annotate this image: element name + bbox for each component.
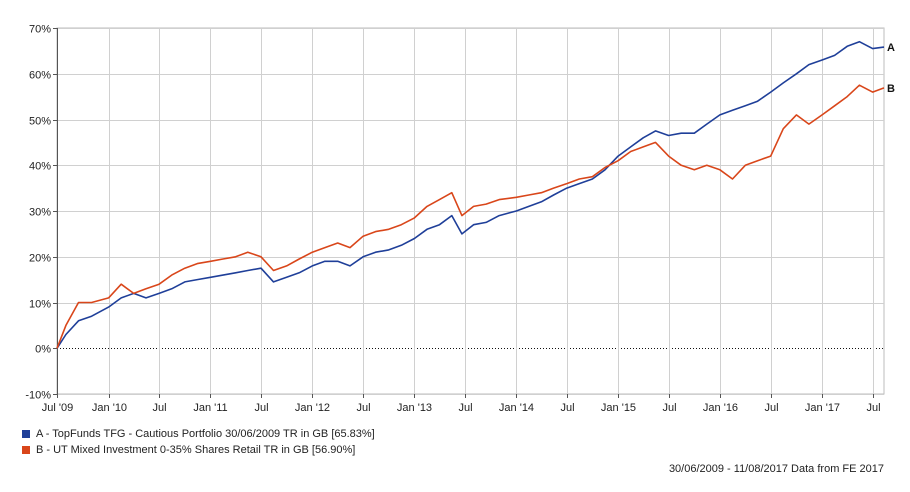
x-tick-label: Jan '15 [601,402,636,414]
x-tick-label: Jul [356,402,370,414]
x-tick-label: Jan '17 [805,402,840,414]
x-tick-label: Jan '11 [193,402,227,414]
y-tick-label: 50% [29,116,51,128]
y-tick-label: 20% [29,253,51,265]
series-end-labels: AB [887,42,895,95]
x-tick-label: Jul [764,402,778,414]
x-tick-label: Jul '09 [42,402,73,414]
y-tick-label: 30% [29,207,51,219]
x-tick-label: Jan '13 [397,402,432,414]
x-tick-label: Jan '12 [295,402,330,414]
legend-swatch-b [22,446,30,454]
x-tick-label: Jul [662,402,676,414]
series-line-b [56,84,885,349]
chart-grid [56,27,885,395]
x-tick-label: Jan '14 [499,402,534,414]
legend-label-b: B - UT Mixed Investment 0-35% Shares Ret… [36,444,356,456]
legend-swatch-a [22,430,30,438]
y-tick-label: 60% [29,70,51,82]
x-tick-label: Jul [254,402,268,414]
legend-item-a: A - TopFunds TFG - Cautious Portfolio 30… [22,426,375,442]
chart-series [56,40,885,349]
x-tick-label: Jul [152,402,166,414]
y-tick-label: -10% [25,390,51,402]
x-tick-label: Jul [866,402,880,414]
x-tick-label: Jan '16 [703,402,738,414]
x-tick-label: Jul [458,402,472,414]
x-tick-label: Jul [560,402,574,414]
x-axis: Jul '09 Jan '10 Jul Jan '11 Jul Jan '12 Jul Jan… [42,394,881,414]
y-tick-label: 40% [29,161,51,173]
line-chart: -10% 0% 10% 20% 30% 40% 50% 60% 70% Jul '09 Jan '… [25,24,895,415]
y-axis: -10% 0% 10% 20% 30% 40% 50% 60% 70% [25,24,57,402]
y-tick-label: 70% [29,24,51,36]
series-end-label-a: A [887,42,895,54]
y-tick-label: 0% [35,344,51,356]
chart-footer: 30/06/2009 - 11/08/2017 Data from FE 201… [668,463,884,475]
legend-item-b: B - UT Mixed Investment 0-35% Shares Ret… [22,442,375,458]
y-tick-label: 10% [29,299,51,311]
chart-legend: A - TopFunds TFG - Cautious Portfolio 30… [22,426,375,458]
legend-label-a: A - TopFunds TFG - Cautious Portfolio 30… [36,428,375,440]
series-line-a [56,40,885,349]
series-end-label-b: B [887,83,895,95]
x-tick-label: Jan '10 [92,402,127,414]
